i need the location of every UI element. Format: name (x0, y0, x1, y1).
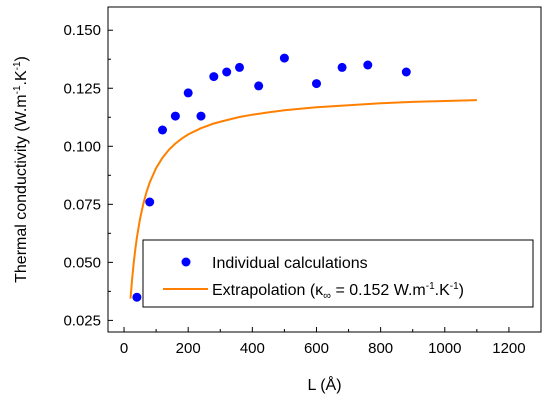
y-tick-label: 0.075 (63, 196, 101, 213)
x-tick-label: 1000 (428, 340, 461, 357)
y-label-k: .K (13, 70, 30, 85)
y-label-sup2: -1 (12, 61, 23, 70)
y-axis-ticks: 0.025 0.050 0.075 0.100 0.125 0.150 (63, 22, 113, 329)
data-point (158, 125, 167, 135)
data-point (170, 111, 180, 121)
legend-curve-close: ) (459, 282, 464, 299)
data-point (337, 62, 347, 72)
extrapolation-line (129, 99, 477, 299)
legend-curve-k: .K (435, 282, 450, 299)
data-point (222, 67, 232, 77)
data-point (401, 67, 411, 77)
legend-label-points: Individual calculations (212, 255, 368, 272)
x-tick-label: 200 (176, 340, 201, 357)
y-axis-label: Thermal conductivity (W.m-1.K-1) (12, 56, 30, 283)
data-point (209, 72, 219, 82)
extrapolation-curve (129, 99, 477, 299)
x-tick-label: 0 (120, 340, 128, 357)
legend-box (142, 239, 534, 308)
legend-curve-part: Extrapolation ( (212, 282, 316, 299)
legend-marker-points (181, 257, 191, 267)
y-tick-label: 0.100 (63, 138, 101, 155)
legend-curve-value: = 0.152 W.m (331, 282, 426, 299)
data-point (132, 292, 142, 302)
y-label-close: ) (13, 56, 30, 61)
data-point (279, 53, 289, 63)
y-label-sup1: -1 (12, 85, 23, 94)
legend-kappa: κ (315, 282, 324, 299)
x-tick-label: 800 (368, 340, 393, 357)
data-point (145, 197, 155, 207)
y-tick-label: 0.025 (63, 312, 101, 329)
y-label-part: Thermal conductivity (W.m (13, 94, 30, 282)
data-points (132, 53, 411, 302)
data-point (363, 60, 373, 70)
x-axis-label: L (Å) (307, 375, 341, 394)
legend-curve-sup1: -1 (426, 281, 435, 292)
data-point (312, 79, 321, 89)
y-tick-label: 0.125 (63, 80, 101, 97)
data-point (196, 111, 206, 121)
x-tick-label: 600 (304, 340, 329, 357)
x-tick-label: 1200 (492, 340, 525, 357)
data-point (235, 62, 244, 72)
legend: Individual calculations Extrapolation (κ… (142, 239, 534, 308)
data-point (254, 81, 264, 91)
x-tick-label: 400 (240, 340, 265, 357)
legend-curve-sup2: -1 (450, 281, 459, 292)
y-tick-label: 0.050 (63, 254, 101, 271)
plot-frame (107, 6, 542, 333)
data-point (183, 88, 193, 98)
x-axis-ticks: 0 200 400 600 800 1000 1200 (120, 327, 526, 357)
y-tick-label: 0.150 (63, 22, 101, 39)
legend-kappa-subscript: ∞ (323, 290, 331, 302)
legend-label-curve: Extrapolation (κ∞ = 0.152 W.m-1.K-1) (212, 281, 464, 302)
